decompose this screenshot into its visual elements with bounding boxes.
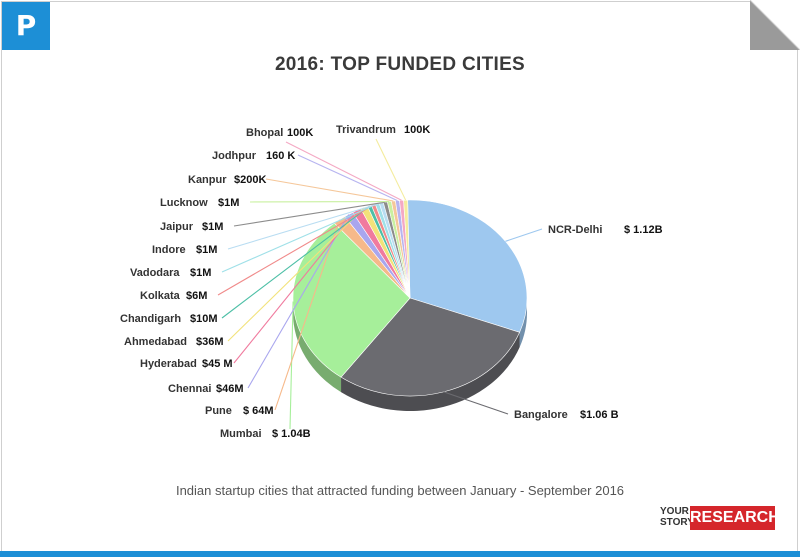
leader-bhopal xyxy=(285,141,402,201)
footer-bar xyxy=(0,551,800,557)
label-value-kolkata: $6M xyxy=(186,290,207,302)
label-value-lucknow: $1M xyxy=(218,197,239,209)
label-name-ncr-delhi: NCR-Delhi xyxy=(548,224,602,236)
label-value-bhopal: 100K xyxy=(287,127,313,139)
label-value-ahmedabad: $36M xyxy=(196,336,224,348)
label-value-pune: $ 64M xyxy=(243,405,274,417)
label-value-chennai: $46M xyxy=(216,383,244,395)
brand-your: YOUR xyxy=(660,506,689,517)
leader-jaipur xyxy=(233,201,386,227)
label-name-mumbai: Mumbai xyxy=(220,428,262,440)
leader-vadodara xyxy=(221,203,378,273)
label-name-vadodara: Vadodara xyxy=(130,267,180,279)
leader-chennai xyxy=(247,214,350,389)
p-logo-icon: P xyxy=(2,2,50,50)
label-name-kanpur: Kanpur xyxy=(188,174,227,186)
chart-caption: Indian startup cities that attracted fun… xyxy=(175,483,625,498)
label-value-kanpur: $200K xyxy=(234,174,266,186)
leader-hyderabad xyxy=(233,210,358,364)
brand-small-text: YOUR STORY xyxy=(660,506,694,528)
label-name-bangalore: Bangalore xyxy=(514,409,568,421)
label-value-bangalore: $1.06 B xyxy=(580,409,619,421)
pie-slice-bangalore xyxy=(340,297,521,397)
label-name-chennai: Chennai xyxy=(168,383,211,395)
label-value-hyderabad: $45 M xyxy=(202,358,233,370)
pie-slices xyxy=(292,199,528,397)
label-value-jodhpur: 160 K xyxy=(266,150,295,162)
pie-side-bangalore xyxy=(341,332,520,411)
label-value-jaipur: $1M xyxy=(202,221,223,233)
label-name-kolkata: Kolkata xyxy=(140,290,181,302)
leader-ncr-delhi xyxy=(505,228,543,242)
label-name-ahmedabad: Ahmedabad xyxy=(124,336,187,348)
pie-slice-ncr-delhi xyxy=(407,199,528,333)
leader-mumbai xyxy=(289,301,294,430)
leader-kolkata xyxy=(217,204,374,296)
leader-lines xyxy=(217,138,543,430)
label-value-indore: $1M xyxy=(196,244,217,256)
label-name-chandigarh: Chandigarh xyxy=(120,313,181,325)
brand-story: STORY xyxy=(660,517,694,528)
label-name-hyderabad: Hyderabad xyxy=(140,358,197,370)
leader-chandigarh xyxy=(221,205,370,319)
label-value-trivandrum: 100K xyxy=(404,124,430,136)
leader-jodhpur xyxy=(297,154,398,202)
leader-kanpur xyxy=(265,178,394,202)
label-value-vadodara: $1M xyxy=(190,267,211,279)
label-name-bhopal: Bhopal xyxy=(246,127,283,139)
page-curl-icon xyxy=(750,0,800,50)
brand-research: RESEARCH xyxy=(690,506,780,530)
leader-indore xyxy=(227,202,382,250)
label-name-trivandrum: Trivandrum xyxy=(336,124,396,136)
label-name-lucknow: Lucknow xyxy=(160,197,208,209)
label-name-jaipur: Jaipur xyxy=(160,221,194,233)
slice-labels: NCR-Delhi $ 1.12B Bangalore $1.06 B Mumbai $ … xyxy=(120,124,663,440)
label-name-pune: Pune xyxy=(205,405,232,417)
leader-pune xyxy=(274,219,341,411)
leader-ahmedabad xyxy=(227,207,365,342)
label-name-jodhpur: Jodhpur xyxy=(212,150,257,162)
pie-slice-trivandrum xyxy=(403,199,411,299)
logo-glyph: P xyxy=(15,9,37,42)
label-name-indore: Indore xyxy=(152,244,186,256)
label-value-chandigarh: $10M xyxy=(190,313,218,325)
label-value-ncr-delhi: $ 1.12B xyxy=(624,224,663,236)
chart-title: 2016: TOP FUNDED CITIES xyxy=(274,54,526,75)
pie-side-mumbai xyxy=(293,298,342,393)
leader-bangalore xyxy=(443,391,509,415)
leader-trivandrum xyxy=(375,138,407,201)
label-value-mumbai: $ 1.04B xyxy=(272,428,311,440)
